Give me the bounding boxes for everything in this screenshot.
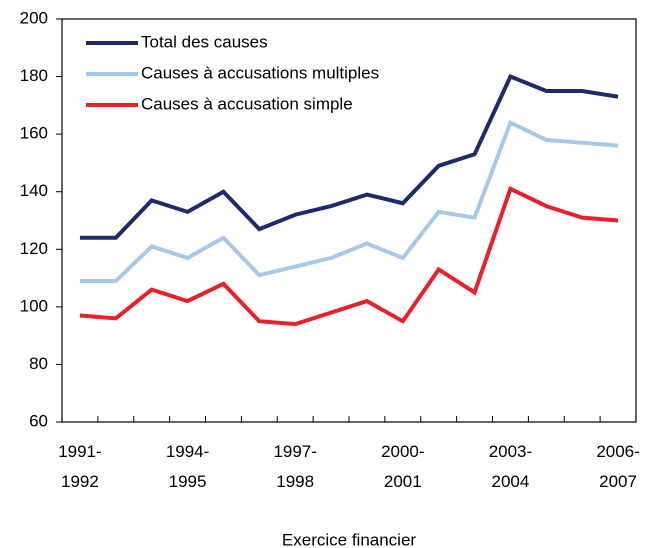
- y-tick-label: 60: [29, 411, 48, 430]
- y-tick-label: 160: [20, 124, 48, 143]
- x-tick-label: 2000-2001: [381, 442, 424, 491]
- x-tick-label: 1994-1995: [166, 442, 209, 491]
- x-tick-label: 1991-1992: [58, 442, 101, 491]
- line-series: [79, 74, 619, 240]
- line-series: [79, 119, 619, 283]
- legend-label: Causes à accusation simple: [141, 94, 353, 113]
- y-tick-label: 80: [29, 354, 48, 373]
- x-axis-label: Exercice financier: [282, 530, 417, 548]
- y-tick-label: 120: [20, 239, 48, 258]
- y-tick-label: 140: [20, 181, 48, 200]
- x-tick-label: 2006-2007: [596, 442, 639, 491]
- y-tick-label: 180: [20, 66, 48, 85]
- line-series: [79, 186, 619, 327]
- x-tick-label: 2003-2004: [489, 442, 532, 491]
- legend-label: Total des causes: [141, 32, 268, 51]
- legend-label: Causes à accusations multiples: [141, 63, 379, 82]
- x-tick-label: 1997-1998: [273, 442, 316, 491]
- y-tick-label: 200: [20, 8, 48, 27]
- y-tick-label: 100: [20, 296, 48, 315]
